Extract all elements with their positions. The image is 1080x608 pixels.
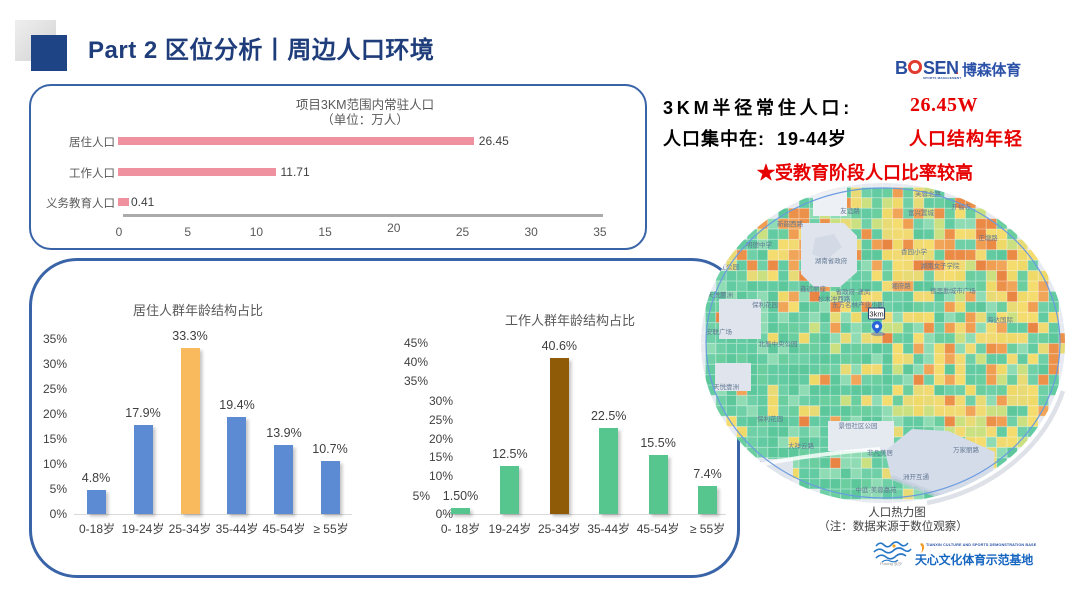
svg-text:新韶西路: 新韶西路 (777, 219, 804, 228)
svg-text:北辰中央公园: 北辰中央公园 (759, 339, 798, 348)
svg-text:中庭·美蓉嘉苑: 中庭·美蓉嘉苑 (855, 485, 897, 494)
svg-text:Furong 长沙: Furong 长沙 (880, 560, 902, 566)
svg-text:大祥云路: 大祥云路 (788, 441, 815, 450)
svg-text:非凡美居: 非凡美居 (867, 448, 894, 457)
svg-text:湘府路: 湘府路 (891, 281, 911, 290)
svg-text:明德中学: 明德中学 (746, 240, 773, 249)
svg-text:大村商业银行: 大村商业银行 (723, 459, 763, 468)
svg-text:天悦壹洲: 天悦壹洲 (713, 382, 739, 391)
svg-text:富兴置城: 富兴置城 (908, 208, 935, 217)
svg-text:安联广场: 安联广场 (706, 327, 733, 336)
svg-text:杉木冲西路: 杉木冲西路 (818, 294, 851, 303)
svg-text:友谊路: 友谊路 (840, 206, 860, 215)
svg-text:省政府·潇凤: 省政府·潇凤 (836, 287, 871, 296)
svg-text:鑫远丽座: 鑫远丽座 (800, 284, 827, 293)
svg-text:万家丽路: 万家丽路 (953, 445, 980, 454)
svg-text:湖南女子学院: 湖南女子学院 (921, 261, 961, 270)
svg-text:开福寺: 开福寺 (951, 202, 971, 211)
svg-text:保利花园: 保利花园 (757, 414, 783, 423)
svg-text:景恒社区公园: 景恒社区公园 (839, 421, 878, 430)
svg-text:洲开互通: 洲开互通 (903, 472, 930, 481)
svg-text:3km: 3km (869, 310, 883, 319)
svg-text:香园小学: 香园小学 (901, 247, 928, 256)
svg-text:保利花园: 保利花园 (752, 300, 778, 309)
svg-text:天悦麓洲: 天悦麓洲 (707, 290, 733, 299)
svg-text:湖南省政府: 湖南省政府 (815, 256, 848, 265)
svg-text:东方名林产业小园: 东方名林产业小园 (832, 300, 884, 309)
svg-text:正塘路: 正塘路 (978, 233, 998, 242)
svg-text:海达国际: 海达国际 (987, 315, 1014, 324)
svg-text:德思勤城市广场: 德思勤城市广场 (930, 286, 976, 295)
svg-text:湘江天曜: 湘江天曜 (765, 189, 792, 198)
svg-text:湘江公园: 湘江公园 (713, 262, 739, 271)
